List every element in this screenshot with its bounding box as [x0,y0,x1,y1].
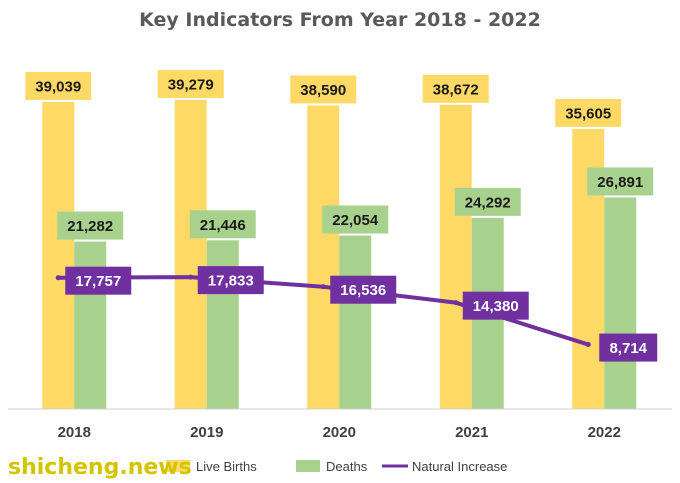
label-deaths-2019: 21,446 [200,217,246,234]
label-deaths-2018-box [57,211,124,240]
x-tick-2019: 2019 [190,424,223,441]
point-natural-increase-2022 [585,342,591,348]
watermark-text: shicheng.news [8,455,192,480]
x-tick-2021: 2021 [455,424,488,441]
label-deaths-2018-group: 21,282 [57,211,124,240]
label-natural-increase-2018: 17,757 [75,273,121,290]
label-live-births-2019-group: 39,279 [157,70,224,98]
legend-label-natural-increase: Natural Increase [412,459,507,474]
label-live-births-2018: 39,039 [35,78,81,95]
label-natural-increase-2019-box [197,266,264,295]
bar-deaths-2020 [339,235,372,409]
bar-deaths-2022 [604,197,637,409]
label-live-births-2021: 38,672 [433,81,479,98]
label-live-births-2019: 39,279 [168,77,214,94]
point-natural-increase-2018 [55,275,61,281]
label-natural-increase-2018-box [65,266,132,295]
label-deaths-2019-box [189,210,256,239]
labels-layer: 39,039 21,282 39,279 21,446 38,590 22,054 38,6… [25,70,658,362]
bar-deaths-2019 [206,240,239,409]
label-natural-increase-2022-group: 8,714 [599,333,658,362]
label-natural-increase-2021-box [462,291,529,320]
label-live-births-2018-group: 39,039 [25,71,92,100]
label-natural-increase-2018-group: 17,757 [65,266,132,295]
label-deaths-2021-group: 24,292 [454,187,521,216]
label-deaths-2022: 26,891 [597,174,643,191]
label-live-births-2021-group: 38,672 [422,74,489,103]
label-live-births-2021-box [422,74,489,103]
label-deaths-2020-box [322,205,389,234]
label-natural-increase-2021: 14,380 [473,298,519,315]
bar-live-births-2020 [307,105,340,409]
legend-label-live-births: Live Births [196,459,257,474]
bar-live-births-2018 [42,101,75,409]
label-live-births-2020-group: 38,590 [290,75,357,104]
bars-layer [42,100,637,409]
label-natural-increase-2020-group: 16,536 [330,275,397,304]
label-live-births-2018-box [25,71,92,100]
label-natural-increase-2022: 8,714 [609,340,647,357]
label-natural-increase-2020-box [330,275,397,304]
label-deaths-2018: 21,282 [67,218,113,235]
label-natural-increase-2020: 16,536 [340,282,386,299]
label-live-births-2020: 38,590 [300,82,346,99]
label-natural-increase-2019: 17,833 [208,273,254,290]
label-deaths-2022-box [587,167,654,196]
label-deaths-2021-box [454,187,521,216]
label-live-births-2019-box [157,70,224,98]
bar-live-births-2019 [174,100,207,409]
label-deaths-2019-group: 21,446 [189,210,256,239]
label-natural-increase-2022-box [599,333,658,362]
label-deaths-2020-group: 22,054 [322,205,389,234]
label-deaths-2022-group: 26,891 [587,167,654,196]
x-tick-labels: 2018 2019 2020 2021 2022 [58,424,621,441]
x-tick-2020: 2020 [323,424,356,441]
bar-live-births-2021 [439,104,472,409]
label-live-births-2020-box [290,75,357,104]
legend-swatch-live-births [166,460,190,472]
label-live-births-2022-box [555,98,622,127]
x-tick-2022: 2022 [588,424,621,441]
label-natural-increase-2021-group: 14,380 [462,291,529,320]
label-live-births-2022: 35,605 [565,105,611,122]
chart-title: Key Indicators From Year 2018 - 2022 [139,9,541,31]
label-deaths-2020: 22,054 [332,212,379,229]
legend: Live Births Deaths Natural Increase [166,459,507,474]
point-natural-increase-2021 [453,300,459,306]
point-natural-increase-2019 [188,274,194,280]
legend-label-deaths: Deaths [326,459,368,474]
legend-swatch-deaths [296,460,320,472]
x-tick-2018: 2018 [58,424,91,441]
label-natural-increase-2019-group: 17,833 [197,266,264,295]
label-live-births-2022-group: 35,605 [555,98,622,127]
label-deaths-2021: 24,292 [465,194,511,211]
point-natural-increase-2020 [320,284,326,290]
